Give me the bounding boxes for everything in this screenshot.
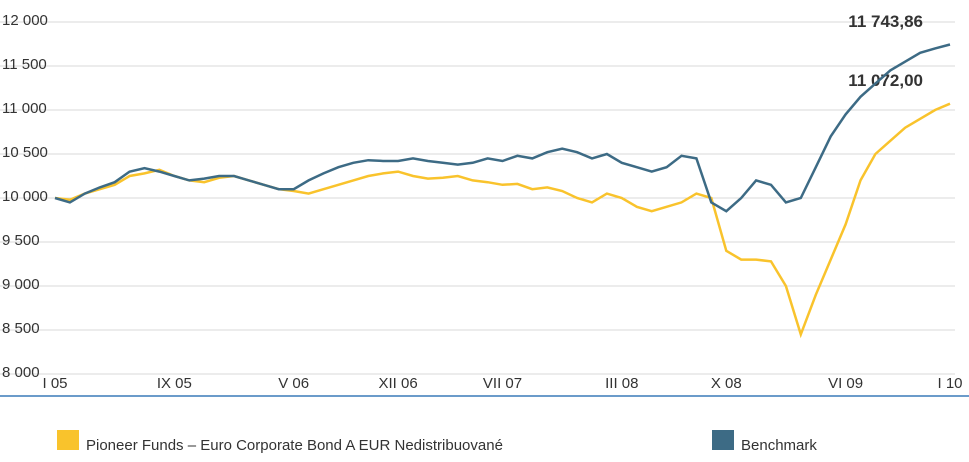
series-line <box>54 102 951 339</box>
legend-label: Pioneer Funds – Euro Corporate Bond A EU… <box>86 437 503 454</box>
x-tick-label: XII 06 <box>378 375 417 392</box>
x-tick-label: III 08 <box>605 375 638 392</box>
legend-label: Benchmark <box>741 437 817 454</box>
x-tick-label: IX 05 <box>157 375 192 392</box>
y-tick-label: 11 500 <box>2 56 47 73</box>
x-tick-label: I 05 <box>42 375 67 392</box>
end-value-label: 11 743,86 <box>848 12 923 31</box>
y-tick-label: 8 000 <box>2 364 40 381</box>
x-tick-label: V 06 <box>278 375 309 392</box>
x-tick-label: VI 09 <box>828 375 863 392</box>
y-tick-label: 10 000 <box>2 188 48 205</box>
legend-swatch <box>712 430 734 450</box>
legend-swatch <box>57 430 79 450</box>
x-tick-label: VII 07 <box>483 375 522 392</box>
x-tick-label: I 10 <box>937 375 962 392</box>
y-tick-label: 9 500 <box>2 232 40 249</box>
end-value-label: 11 072,00 <box>848 71 923 90</box>
y-tick-label: 9 000 <box>2 276 40 293</box>
y-tick-label: 12 000 <box>2 12 48 29</box>
x-tick-label: X 08 <box>711 375 742 392</box>
y-tick-label: 10 500 <box>2 144 48 161</box>
series-line <box>54 43 951 213</box>
y-tick-label: 8 500 <box>2 320 40 337</box>
y-tick-label: 11 000 <box>2 100 47 117</box>
